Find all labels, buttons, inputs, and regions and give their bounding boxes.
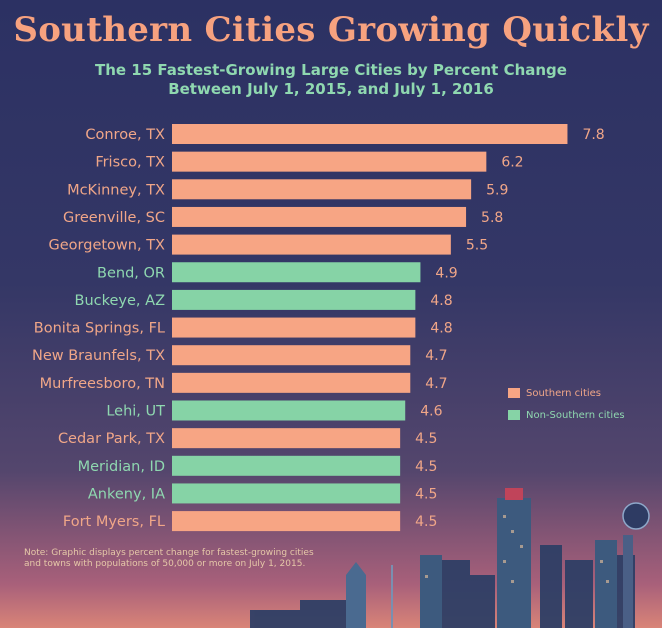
- category-label: Greenville, SC: [63, 210, 165, 226]
- category-label: Ankeny, IA: [88, 486, 165, 502]
- bar: [172, 372, 411, 393]
- chart-subtitle-line1: The 15 Fastest-Growing Large Cities by P…: [95, 61, 567, 79]
- bar: [172, 124, 568, 144]
- category-label: Fort Myers, FL: [63, 514, 165, 530]
- value-label: 7.8: [582, 127, 604, 143]
- value-label: 4.7: [425, 348, 447, 364]
- bar: [172, 289, 416, 310]
- legend-non-southern: Non-Southern cities: [508, 410, 625, 421]
- bar: [172, 455, 401, 476]
- bar: [172, 428, 401, 449]
- value-label: 6.2: [501, 155, 523, 171]
- bar: [172, 483, 401, 504]
- bar: [172, 345, 411, 366]
- category-label: Buckeye, AZ: [75, 293, 166, 309]
- category-label: Murfreesboro, TN: [40, 376, 165, 392]
- bar: [172, 511, 401, 532]
- bar: [172, 179, 472, 200]
- category-label: New Braunfels, TX: [32, 348, 165, 364]
- category-label: Frisco, TX: [95, 155, 165, 171]
- category-label: McKinney, TX: [67, 182, 165, 198]
- legend-southern-label: Southern cities: [526, 388, 602, 399]
- bar: [172, 262, 421, 283]
- category-label: Bend, OR: [97, 265, 165, 281]
- value-label: 4.8: [430, 293, 452, 309]
- value-label: 5.5: [466, 238, 488, 254]
- legend-southern: Southern cities: [508, 388, 601, 399]
- legend-southern-swatch: [508, 388, 520, 398]
- value-label: 4.8: [430, 321, 452, 337]
- bar: [172, 234, 451, 255]
- value-label: 4.7: [425, 376, 447, 392]
- category-label: Cedar Park, TX: [58, 431, 165, 447]
- value-label: 4.9: [435, 265, 457, 281]
- legend-non-southern-label: Non-Southern cities: [526, 410, 625, 421]
- value-label: 5.8: [481, 210, 503, 226]
- category-label: Conroe, TX: [85, 127, 165, 143]
- value-label: 4.5: [415, 459, 437, 475]
- footnote: Note: Graphic displays percent change fo…: [24, 548, 314, 569]
- value-label: 4.5: [415, 431, 437, 447]
- value-label: 5.9: [486, 182, 508, 198]
- bar: [172, 151, 487, 172]
- category-label: Georgetown, TX: [49, 238, 166, 254]
- bar: [172, 206, 467, 227]
- bar: [172, 317, 416, 338]
- category-label: Bonita Springs, FL: [34, 321, 165, 337]
- category-label: Lehi, UT: [106, 404, 165, 420]
- legend-non-southern-swatch: [508, 410, 520, 420]
- chart-subtitle-line2: Between July 1, 2015, and July 1, 2016: [168, 80, 494, 98]
- value-label: 4.6: [420, 404, 442, 420]
- bar: [172, 400, 406, 421]
- chart-title: Southern Cities Growing Quickly: [13, 10, 649, 50]
- category-label: Meridian, ID: [78, 459, 165, 475]
- value-label: 4.5: [415, 514, 437, 530]
- value-label: 4.5: [415, 486, 437, 502]
